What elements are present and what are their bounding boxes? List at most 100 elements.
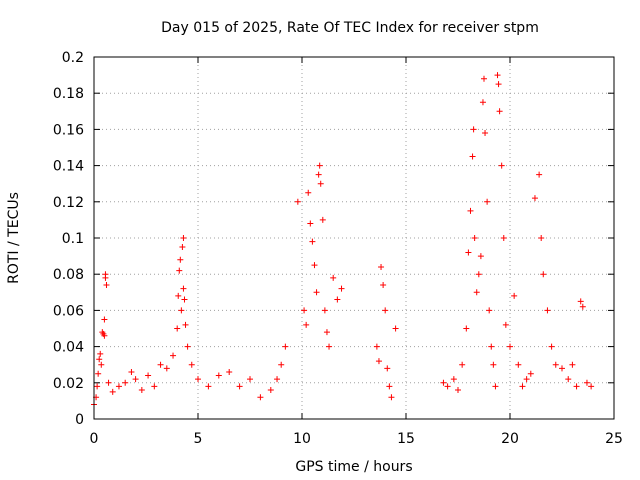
y-axis-label: ROTI / TECUs — [6, 192, 22, 284]
data-point — [559, 365, 565, 372]
y-tick-label: 0.14 — [53, 159, 84, 175]
data-point — [321, 307, 328, 314]
x-tick-label: 20 — [501, 431, 519, 447]
x-tick-label: 5 — [194, 431, 203, 447]
data-point — [583, 379, 590, 386]
data-point — [471, 235, 478, 241]
data-point — [378, 263, 385, 270]
data-point — [122, 379, 129, 386]
data-point — [307, 220, 314, 227]
grid-lines — [94, 57, 614, 419]
data-point — [163, 365, 170, 372]
x-tick-label: 15 — [397, 431, 415, 447]
data-point — [101, 332, 108, 339]
data-point — [375, 358, 382, 365]
chart-title: Day 015 of 2025, Rate Of TEC Index for r… — [161, 20, 539, 36]
y-tick-label: 0.04 — [53, 340, 84, 356]
data-point — [319, 216, 326, 223]
x-tick-label: 25 — [605, 431, 623, 447]
data-point — [247, 376, 253, 383]
data-point — [323, 329, 330, 336]
data-point — [274, 376, 281, 383]
data-point — [463, 325, 470, 332]
tick-labels: 0 5 10 15 20 25 0 0.02 0.04 0.06 0.08 0.1 0.12 0.14 0.… — [53, 50, 623, 447]
y-tick-label: 0.18 — [53, 86, 84, 102]
data-point — [179, 244, 186, 251]
data-point — [475, 271, 482, 278]
data-point — [215, 372, 222, 379]
data-point — [455, 387, 461, 394]
data-point — [180, 285, 187, 292]
data-point — [301, 307, 308, 314]
data-point — [507, 343, 513, 350]
data-point — [479, 99, 486, 106]
data-point — [184, 343, 191, 350]
data-point — [470, 126, 477, 133]
data-point — [98, 361, 105, 368]
data-point — [544, 307, 551, 314]
data-point — [392, 325, 399, 332]
data-point — [138, 387, 145, 394]
data-point — [180, 235, 187, 241]
data-point — [334, 296, 341, 303]
data-point — [175, 292, 182, 299]
data-point — [94, 383, 101, 390]
data-point — [294, 198, 301, 205]
data-point — [330, 274, 337, 281]
data-point — [519, 383, 526, 390]
data-point — [103, 282, 110, 289]
data-point — [316, 162, 323, 169]
x-tick-label: 10 — [293, 431, 311, 447]
data-point — [181, 296, 188, 303]
data-point — [305, 189, 312, 196]
data-point — [465, 249, 472, 256]
data-point — [536, 171, 543, 178]
data-series-roti — [91, 72, 595, 408]
data-point — [236, 383, 243, 390]
data-point — [569, 361, 576, 368]
data-point — [540, 271, 547, 278]
data-point — [128, 368, 135, 375]
data-point — [538, 235, 545, 241]
data-point — [469, 153, 476, 160]
data-point — [267, 387, 274, 394]
data-point — [388, 394, 395, 401]
data-point — [467, 207, 474, 214]
data-point — [500, 235, 507, 241]
x-tick-label: 0 — [90, 431, 99, 447]
data-point — [548, 343, 555, 350]
data-point — [182, 321, 189, 328]
data-point — [174, 325, 181, 332]
data-point — [205, 383, 212, 390]
data-point — [440, 379, 447, 386]
y-tick-label: 0.06 — [53, 303, 84, 319]
data-point — [326, 343, 333, 350]
data-point — [151, 383, 158, 390]
data-point — [511, 292, 518, 299]
data-point — [178, 307, 185, 314]
data-point — [488, 343, 495, 350]
y-tick-label: 0.16 — [53, 122, 84, 138]
y-tick-label: 0 — [75, 412, 84, 428]
data-point — [313, 289, 320, 296]
data-point — [459, 361, 466, 368]
data-point — [145, 372, 152, 379]
data-point — [573, 383, 580, 390]
data-point — [282, 343, 289, 350]
data-point — [97, 350, 104, 357]
data-point — [515, 361, 522, 368]
data-point — [481, 75, 487, 82]
data-point — [278, 361, 285, 368]
data-point — [531, 195, 538, 202]
data-point — [101, 316, 108, 323]
data-point — [486, 307, 493, 314]
data-point — [102, 271, 109, 278]
data-point — [502, 321, 509, 328]
data-point — [577, 298, 584, 305]
data-point — [170, 352, 177, 359]
y-tick-label: 0.12 — [53, 195, 84, 211]
data-point — [177, 256, 184, 263]
data-point — [492, 383, 499, 390]
data-point — [311, 262, 318, 269]
